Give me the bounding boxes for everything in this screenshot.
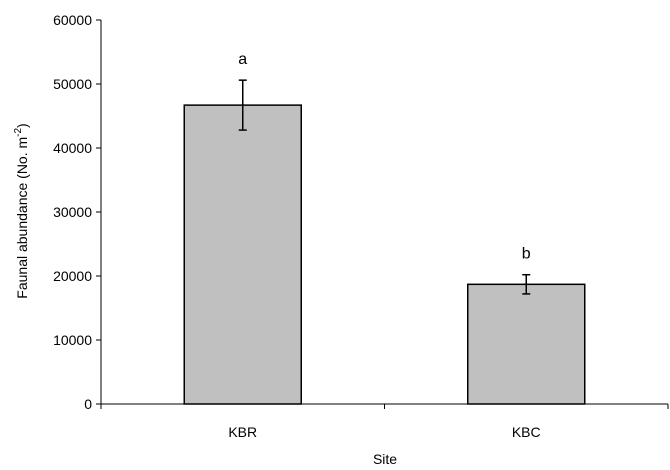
- error-bars: [238, 79, 531, 295]
- x-axis-ticks: [100, 404, 669, 409]
- x-category-label-kbc: KBC: [512, 424, 541, 440]
- y-tick-label: 0: [84, 396, 92, 412]
- y-axis-ticks: 0 10000 20000 30000 40000 50000 60000: [53, 12, 101, 412]
- significance-letter-kbr: a: [238, 51, 247, 68]
- significance-letters: ab: [238, 51, 531, 263]
- y-axis-title-superscript: -2: [13, 128, 24, 137]
- bar-kbr: [183, 104, 302, 405]
- y-tick-label: 30000: [53, 204, 92, 220]
- y-tick-label: 50000: [53, 76, 92, 92]
- y-tick-label: 40000: [53, 140, 92, 156]
- y-tick-label: 60000: [53, 12, 92, 28]
- error-bar-kbr: [238, 79, 247, 131]
- x-axis-title: Site: [373, 451, 397, 467]
- y-axis-title-close: ): [14, 123, 30, 128]
- bar-kbc: [467, 283, 586, 405]
- x-category-label-kbr: KBR: [228, 424, 257, 440]
- x-axis-category-labels: KBR KBC: [228, 424, 540, 440]
- y-tick-label: 10000: [53, 332, 92, 348]
- y-tick-label: 20000: [53, 268, 92, 284]
- y-axis-title-main: Faunal abundance (No. m: [14, 137, 30, 299]
- significance-letter-kbc: b: [522, 246, 531, 263]
- y-axis-title: Faunal abundance (No. m-2): [13, 123, 30, 298]
- error-bar-kbc: [522, 273, 531, 295]
